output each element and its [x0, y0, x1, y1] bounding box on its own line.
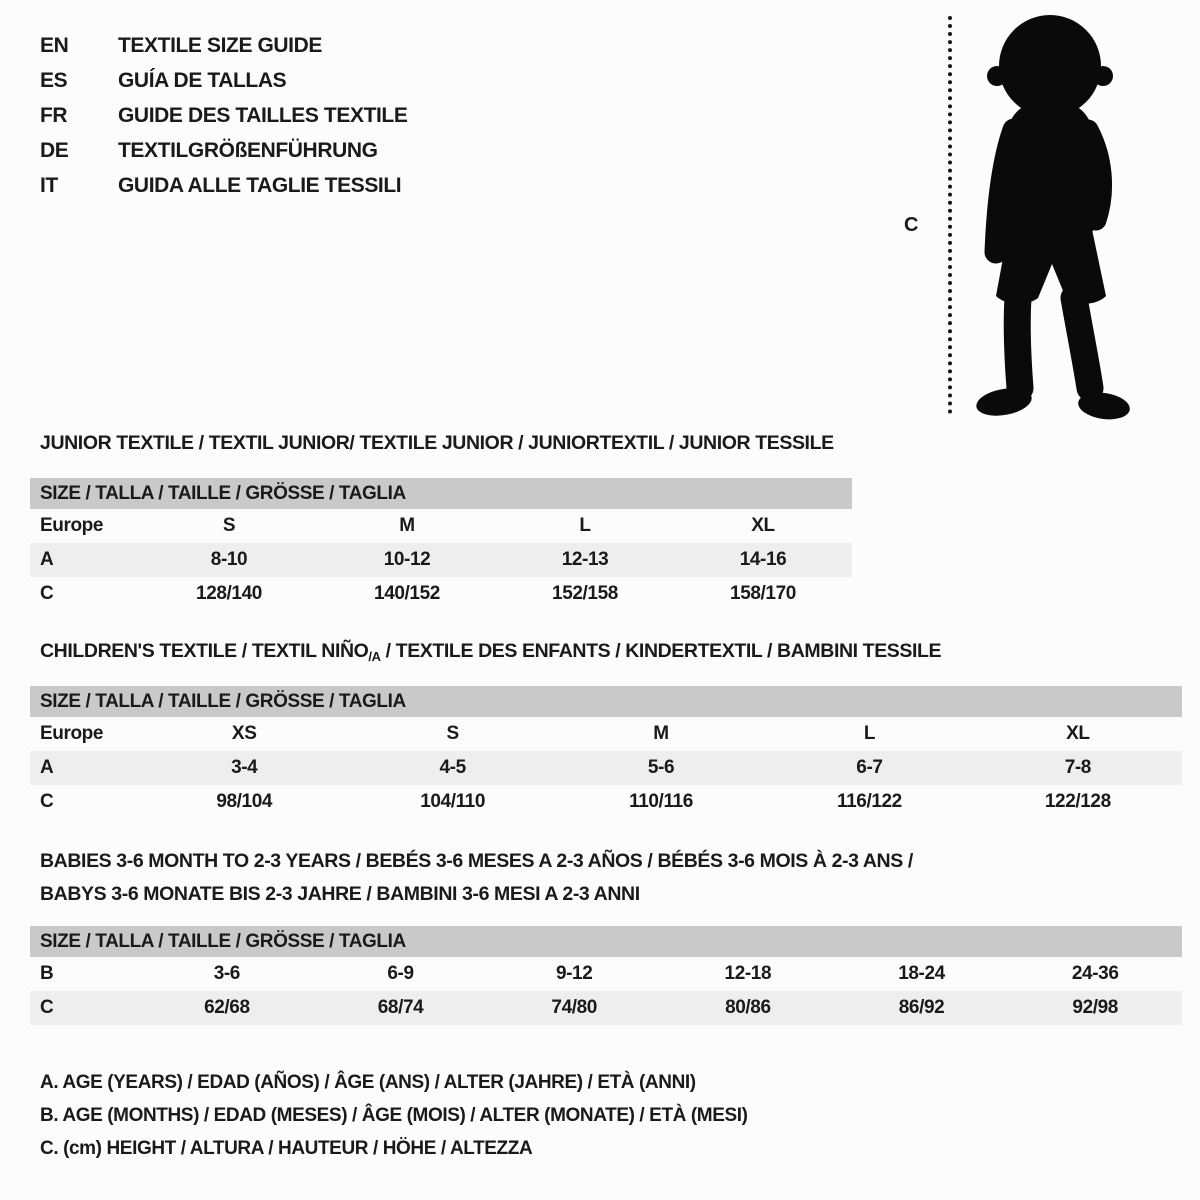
value-cell: 92/98	[1072, 997, 1118, 1018]
height-measure-figure: C	[898, 8, 1164, 424]
value-cell: M	[399, 515, 415, 536]
language-row: FR GUIDE DES TAILLES TEXTILE	[40, 98, 408, 133]
value-cell: 18-24	[898, 963, 945, 984]
language-row: DE TEXTILGRÖßENFÜHRUNG	[40, 133, 407, 168]
babies-size-table: SIZE / TALLA / TAILLE / GRÖSSE / TAGLIA B…	[30, 926, 1182, 1025]
guide-title: GUÍA DE TALLAS	[118, 68, 287, 92]
table-row: C 128/140 140/152 152/158 158/170	[30, 577, 852, 611]
value-cell: L	[863, 723, 876, 744]
size-table-header-row: SIZE / TALLA / TAILLE / GRÖSSE / TAGLIA	[30, 478, 852, 509]
language-row: EN TEXTILE SIZE GUIDE	[40, 28, 407, 63]
size-table-rows: Europe XS S M L XL A 3-4 4-5 5-6 6-7 7-8 C 98/104 104/…	[30, 717, 1182, 819]
row-label-cell: A	[40, 549, 54, 570]
value-cell: 152/158	[552, 583, 618, 604]
guide-title: GUIDA ALLE TAGLIE TESSILI	[118, 173, 402, 197]
value-cell: 14-16	[739, 549, 787, 570]
children-section-title: CHILDREN'S TEXTILE / TEXTIL NIÑO/A / TEX…	[40, 640, 942, 664]
value-cell: XS	[231, 723, 257, 744]
children-size-table: SIZE / TALLA / TAILLE / GRÖSSE / TAGLIA E…	[30, 686, 1182, 819]
value-cell: 158/170	[730, 583, 796, 604]
size-table-rows: Europe S M L XL A 8-10 10-12 12-13 14-16 C 128/140 1…	[30, 509, 852, 611]
value-cell: 7-8	[1064, 757, 1092, 778]
table-row: C 98/104 104/110 110/116 116/122 122/128	[30, 785, 1182, 819]
value-cell: 74/80	[551, 997, 597, 1018]
language-header: EN TEXTILE SIZE GUIDE ES GUÍA DE TALLAS …	[40, 28, 408, 203]
value-cell: 86/92	[898, 997, 945, 1018]
babies-title-line: BABIES 3-6 MONTH TO 2-3 YEARS / BEBÉS 3-…	[40, 850, 913, 872]
dotted-measure-line	[948, 16, 952, 414]
value-cell: 12-13	[561, 549, 609, 570]
table-row: Europe S M L XL	[30, 509, 852, 543]
table-row: A 3-4 4-5 5-6 6-7 7-8	[30, 751, 1182, 785]
junior-section-title: JUNIOR TEXTILE / TEXTIL JUNIOR/ TEXTILE …	[40, 432, 834, 454]
language-code: FR	[40, 103, 68, 127]
value-cell: XL	[751, 515, 775, 536]
language-code: ES	[40, 68, 68, 92]
babies-section-title: BABIES 3-6 MONTH TO 2-3 YEARS / BEBÉS 3-…	[40, 845, 913, 911]
value-cell: 116/122	[837, 791, 902, 812]
value-cell: L	[579, 515, 591, 536]
value-cell: 8-10	[210, 549, 248, 570]
language-row: IT GUIDA ALLE TAGLIE TESSILI	[40, 168, 407, 203]
children-title-text: / TEXTILE DES ENFANTS / KINDERTEXTIL / B…	[380, 640, 942, 662]
size-table-header-row: SIZE / TALLA / TAILLE / GRÖSSE / TAGLIA	[30, 926, 1182, 957]
legend: A. AGE (YEARS) / EDAD (AÑOS) / ÂGE (ANS)…	[40, 1066, 748, 1165]
value-cell: 128/140	[196, 583, 262, 604]
value-cell: S	[446, 723, 459, 744]
value-cell: 110/116	[629, 791, 693, 812]
value-cell: 140/152	[374, 583, 440, 604]
language-code: IT	[40, 173, 58, 197]
row-label-cell: A	[40, 757, 54, 778]
junior-size-table: SIZE / TALLA / TAILLE / GRÖSSE / TAGLIA E…	[30, 478, 852, 611]
table-row: B 3-6 6-9 9-12 12-18 18-24 24-36	[30, 957, 1182, 991]
value-cell: 122/128	[1044, 791, 1111, 812]
guide-title: TEXTILGRÖßENFÜHRUNG	[118, 138, 378, 162]
language-row: ES GUÍA DE TALLAS	[40, 63, 407, 98]
value-cell: 3-4	[231, 757, 258, 778]
table-row: Europe XS S M L XL	[30, 717, 1182, 751]
guide-title: TEXTILE SIZE GUIDE	[118, 33, 322, 57]
size-table-rows: B 3-6 6-9 9-12 12-18 18-24 24-36 C 62/68 68/74 74/…	[30, 957, 1182, 1025]
children-title-text: CHILDREN'S TEXTILE / TEXTIL NIÑO	[40, 640, 369, 662]
value-cell: 98/104	[216, 791, 273, 812]
value-cell: 104/110	[420, 791, 486, 812]
row-label-cell: C	[40, 583, 54, 604]
children-title-subscript: /A	[368, 649, 381, 664]
toddler-silhouette-icon	[976, 15, 1130, 420]
language-code: DE	[40, 138, 69, 162]
legend-line-b: B. AGE (MONTHS) / EDAD (MESES) / ÂGE (MO…	[40, 1105, 748, 1126]
legend-line-c: C. (cm) HEIGHT / ALTURA / HAUTEUR / HÖHE…	[40, 1138, 533, 1159]
value-cell: 3-6	[213, 963, 241, 984]
language-code: EN	[40, 33, 69, 57]
row-label-cell: Europe	[40, 723, 104, 744]
size-table-header-row: SIZE / TALLA / TAILLE / GRÖSSE / TAGLIA	[30, 686, 1182, 717]
row-label-cell: C	[40, 791, 54, 812]
value-cell: 68/74	[377, 997, 424, 1018]
table-row: A 8-10 10-12 12-13 14-16	[30, 543, 852, 577]
value-cell: S	[222, 515, 236, 536]
value-cell: 6-9	[387, 963, 414, 984]
legend-line-a: A. AGE (YEARS) / EDAD (AÑOS) / ÂGE (ANS)…	[40, 1072, 696, 1093]
value-cell: 10-12	[383, 549, 431, 570]
value-cell: 24-36	[1071, 963, 1119, 984]
value-cell: XL	[1066, 723, 1090, 744]
value-cell: 80/86	[725, 997, 771, 1018]
value-cell: 5-6	[647, 757, 675, 778]
value-cell: 12-18	[724, 963, 772, 984]
babies-title-line: BABYS 3-6 MONATE BIS 2-3 JAHRE / BAMBINI…	[40, 883, 640, 905]
value-cell: 62/68	[204, 997, 250, 1018]
row-label-cell: C	[40, 997, 54, 1018]
table-row: C 62/68 68/74 74/80 80/86 86/92 92/98	[30, 991, 1182, 1025]
row-label-cell: Europe	[40, 515, 104, 536]
row-label-cell: B	[40, 963, 54, 984]
value-cell: 4-5	[439, 757, 466, 778]
value-cell: M	[653, 723, 669, 744]
value-cell: 6-7	[856, 757, 883, 778]
value-cell: 9-12	[555, 963, 593, 984]
measure-c-label: C	[904, 214, 919, 236]
guide-title: GUIDE DES TAILLES TEXTILE	[118, 103, 408, 127]
